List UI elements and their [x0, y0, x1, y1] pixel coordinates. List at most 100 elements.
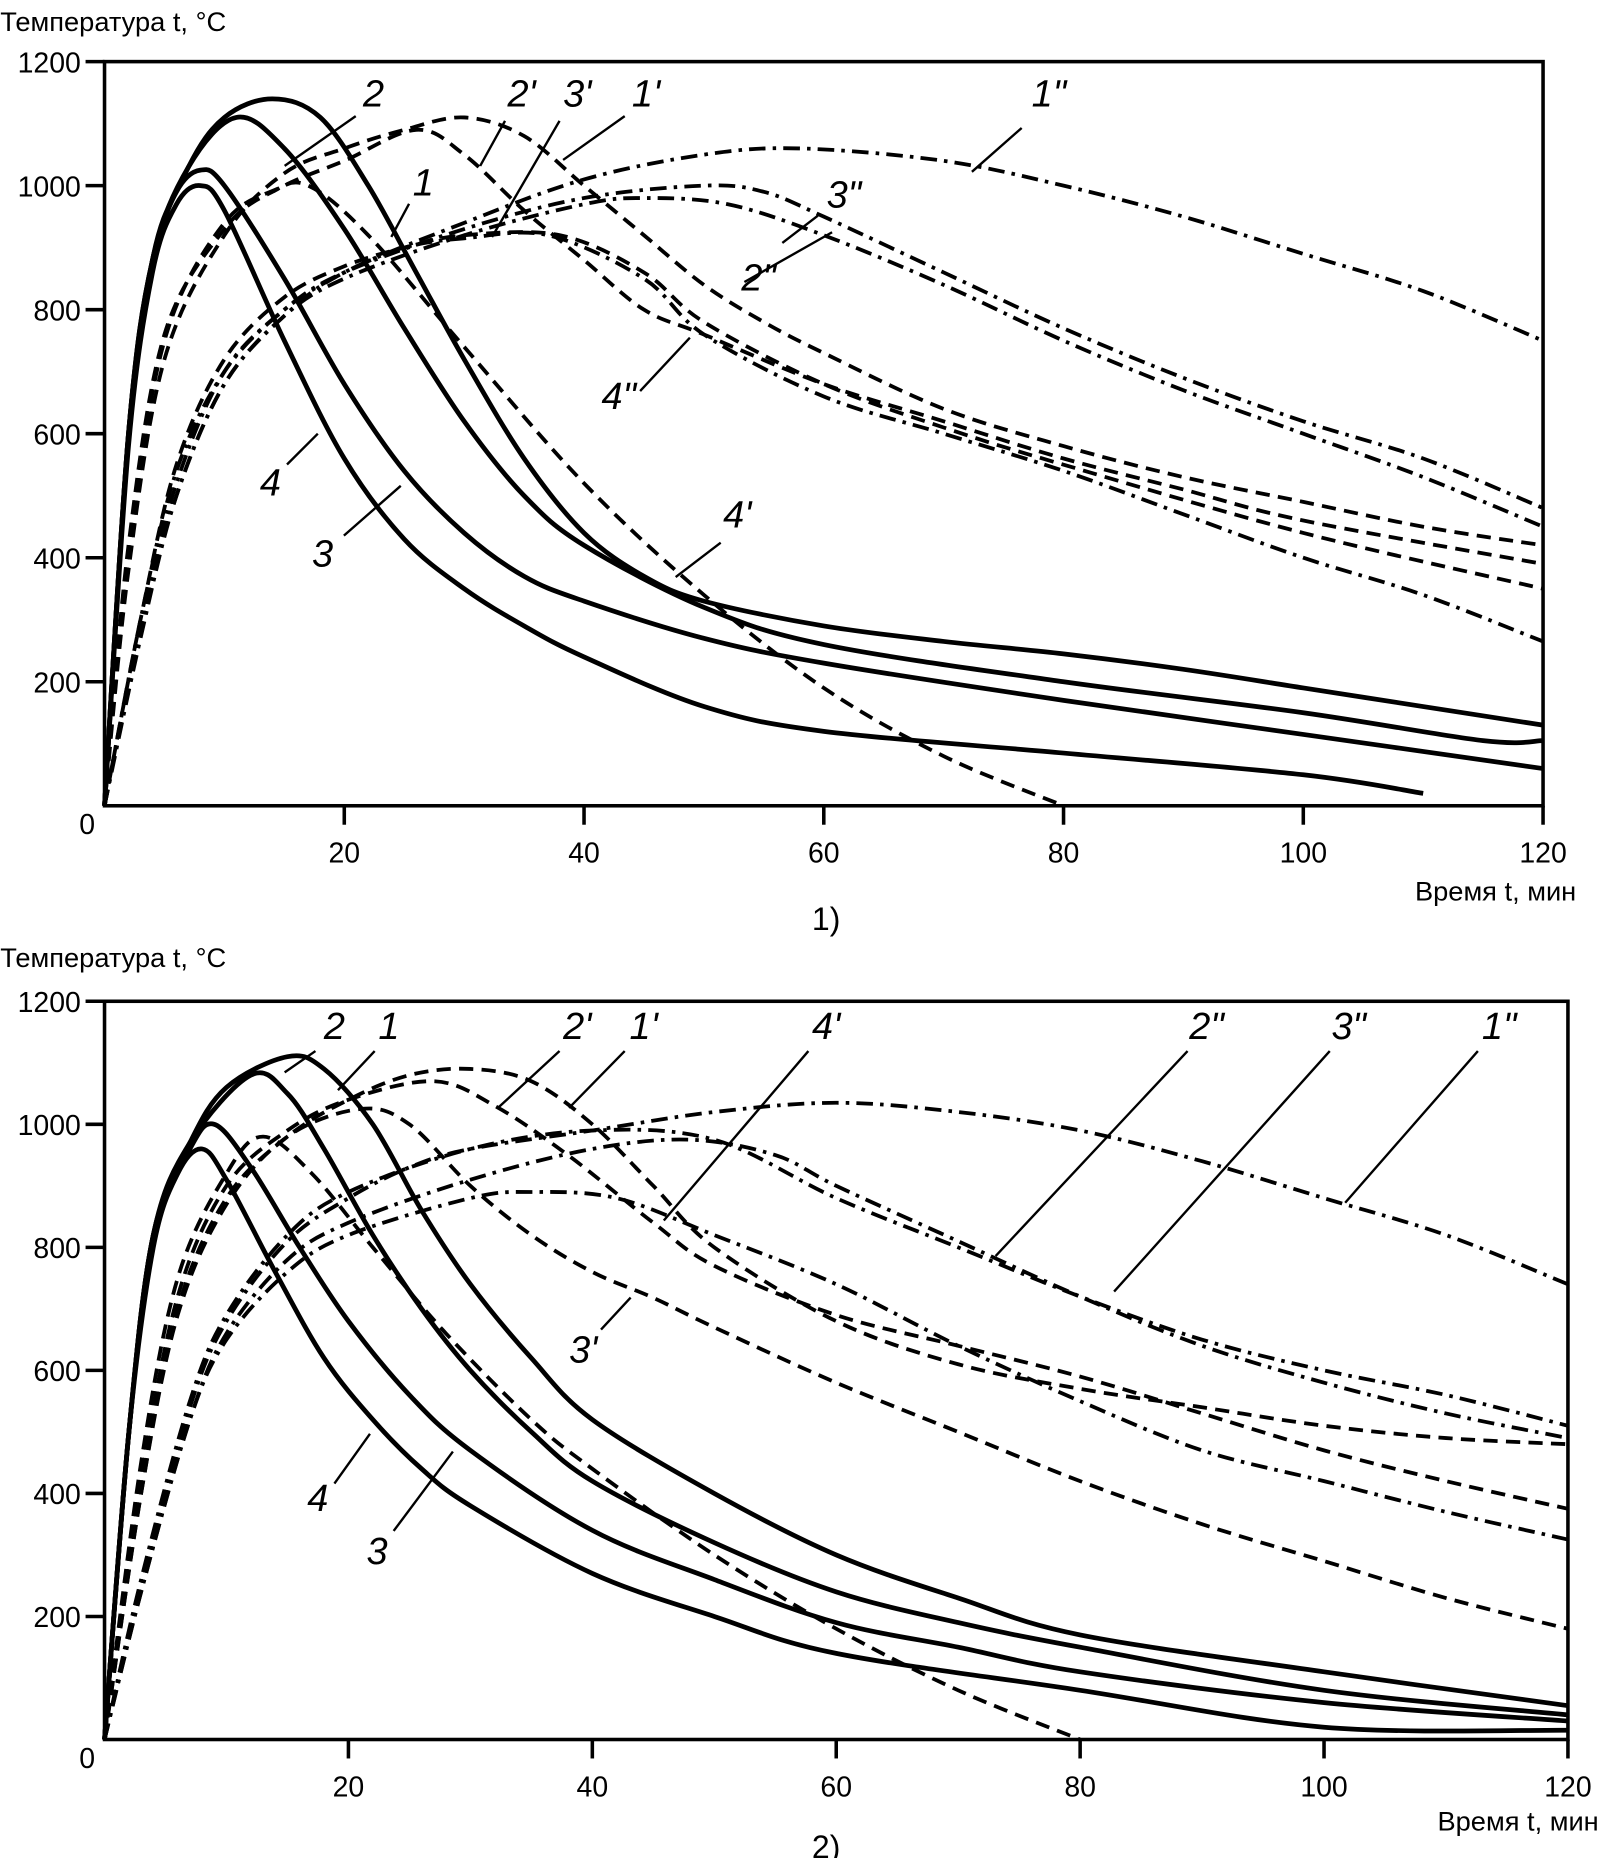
x-tick-label: 120: [1519, 838, 1566, 870]
y-tick-label: 1200: [18, 47, 81, 79]
series-label: 3: [367, 1531, 388, 1573]
series-label: 2: [323, 1006, 345, 1048]
series-label-leader: [994, 1050, 1189, 1257]
series-label-leader: [479, 120, 507, 167]
x-tick-label: 60: [820, 1771, 852, 1803]
plot-frame: [102, 59, 1545, 808]
series-line-4: [102, 1146, 1568, 1740]
x-tick-label: 100: [1300, 1771, 1347, 1803]
y-tick-label: 400: [33, 1479, 80, 1511]
series-line-1pp: [102, 146, 1544, 807]
series-label-leader: [333, 1433, 371, 1485]
series-label-leader: [343, 484, 402, 537]
series-line-2pp: [102, 183, 1544, 807]
y-tick-label: 0: [79, 1743, 95, 1775]
series-line-4pp: [102, 1190, 1569, 1740]
series-label: 2': [562, 1006, 593, 1048]
series-label: 1': [630, 1006, 660, 1048]
series-label-leader: [1344, 1050, 1479, 1204]
series-line-4p: [102, 1134, 1081, 1742]
series-label: 1': [632, 74, 662, 116]
series-line-1: [102, 96, 1544, 806]
series-label-leader: [286, 432, 319, 466]
panel-title: 1): [812, 901, 840, 937]
series-label-leader: [490, 120, 561, 238]
series-label: 1: [413, 163, 434, 205]
x-tick-label: 40: [577, 1771, 609, 1803]
series-label: 3: [312, 533, 333, 575]
series-label-leader: [743, 231, 833, 284]
series-label-leader: [781, 214, 819, 244]
series-line-3: [102, 167, 1544, 806]
series-line-2: [102, 1070, 1569, 1740]
series-label-leader: [568, 1050, 626, 1109]
series-line-2pp: [102, 1127, 1569, 1740]
series-label-leader: [562, 115, 626, 161]
y-tick-label: 1000: [18, 1110, 81, 1142]
y-tick-label: 800: [33, 1233, 80, 1265]
series-line-4p: [102, 180, 1065, 808]
chart-panel-2: Температура t, °C Время t, мин 2) 0 200 40…: [0, 942, 1598, 1858]
y-tick-label: 800: [33, 295, 80, 327]
series-label: 2": [740, 257, 777, 299]
x-tick-label: 100: [1280, 838, 1327, 870]
y-tick-label: 0: [79, 809, 95, 841]
series-label: 4': [723, 494, 753, 536]
series-label-leader: [390, 203, 411, 238]
series-line-1: [102, 1053, 1569, 1740]
series-label: 3": [1331, 1006, 1367, 1048]
series-label: 3': [569, 1330, 599, 1372]
series-label-leader: [1113, 1050, 1331, 1293]
series-label-leader: [600, 1296, 632, 1331]
x-tick-label: 80: [1064, 1771, 1096, 1803]
series-line-2p: [102, 1079, 1569, 1740]
series-label-leader: [639, 336, 691, 392]
x-tick-label: 120: [1544, 1771, 1591, 1803]
series-label-leader: [674, 541, 722, 579]
series-line-3pp: [102, 196, 1544, 807]
x-tick-label: 20: [333, 1771, 365, 1803]
y-tick-label: 200: [33, 1602, 80, 1634]
series-line-1p: [102, 115, 1544, 806]
series-label: 2': [506, 74, 537, 116]
series-line-4: [102, 183, 1424, 806]
x-tick-label: 20: [328, 838, 360, 870]
series-label: 1": [1032, 74, 1068, 116]
series-label: 3': [563, 74, 593, 116]
series-label-leader: [662, 1050, 810, 1222]
series-label-leader: [283, 1050, 317, 1074]
series-label: 3": [827, 174, 863, 216]
chart-panel-1: Температура t, °C Время t, мин 1) 0 200 40…: [0, 6, 1576, 937]
series-label-leader: [283, 115, 357, 167]
y-axis-label: Температура t, °C: [0, 942, 226, 973]
series-label: 4': [812, 1006, 842, 1048]
series-line-3pp: [102, 1137, 1569, 1740]
x-tick-label: 80: [1048, 838, 1080, 870]
x-tick-label: 40: [568, 838, 600, 870]
y-tick-label: 1200: [18, 987, 81, 1019]
y-tick-label: 400: [33, 543, 80, 575]
series-label-leader: [971, 127, 1023, 173]
series-label: 4: [260, 462, 281, 504]
series-label-leader: [392, 1450, 454, 1532]
series-line-2p: [102, 127, 1544, 806]
series-label: 2: [362, 74, 384, 116]
series-line-3: [102, 1121, 1569, 1740]
panel-title: 2): [812, 1829, 840, 1858]
series-line-3p: [102, 230, 1544, 807]
series-label: 2": [1188, 1006, 1225, 1048]
series-line-4pp: [102, 230, 1544, 807]
x-tick-label: 60: [808, 838, 840, 870]
y-tick-label: 200: [33, 667, 80, 699]
series-label: 1: [378, 1006, 399, 1048]
series-label-leader: [337, 1050, 376, 1091]
x-axis-label: Время t, мин: [1437, 1806, 1598, 1837]
series-line-3p: [102, 1106, 1569, 1740]
series-label: 1": [1482, 1006, 1518, 1048]
series-line-1p: [102, 1066, 1569, 1740]
series-label: 4: [307, 1478, 328, 1520]
y-tick-label: 600: [33, 1356, 80, 1388]
series-line-1pp: [102, 1100, 1569, 1740]
series-label: 4": [602, 376, 638, 418]
